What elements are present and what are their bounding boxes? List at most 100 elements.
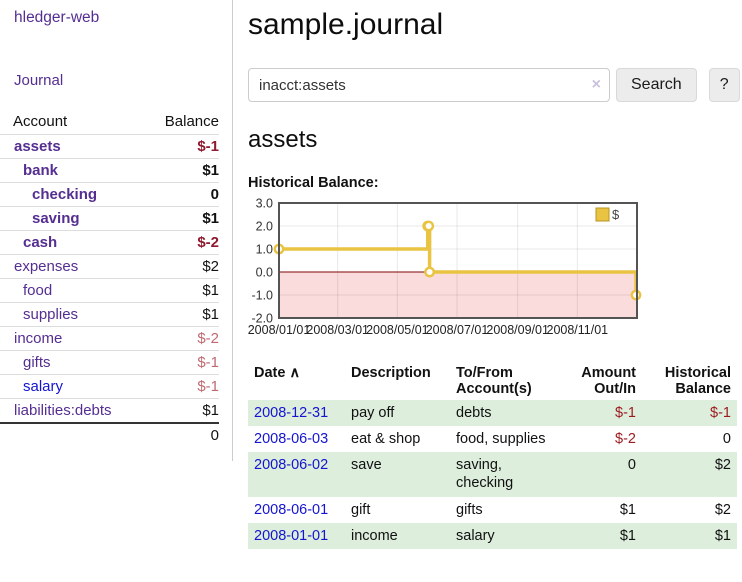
account-link[interactable]: bank: [23, 162, 59, 179]
main-panel: sample.journal × Search ? assets Histori…: [233, 0, 742, 549]
register-amount: $-1: [615, 405, 636, 421]
account-row: gifts $-1: [0, 350, 219, 375]
register-description: pay off: [351, 405, 395, 421]
account-link[interactable]: checking: [32, 186, 98, 203]
register-description: save: [351, 457, 382, 474]
account-balance: $1: [147, 302, 219, 327]
account-link[interactable]: income: [14, 330, 63, 347]
clear-search-icon[interactable]: ×: [591, 76, 601, 93]
register-balance: $1: [714, 527, 731, 544]
register-description: income: [351, 527, 398, 544]
account-balance: $1: [147, 158, 219, 183]
accounts-table: Account Balance assets $-1 bank $1 check…: [0, 110, 219, 447]
svg-text:2008/03/01: 2008/03/01: [306, 323, 369, 337]
svg-text:2008/11/01: 2008/11/01: [547, 323, 609, 337]
account-link[interactable]: food: [23, 282, 53, 299]
chart-svg: $3.0 2.0 1.0 0.0 -1.0 -2.02008/01/012008/03/0…: [248, 197, 642, 337]
sidebar: hledger-web Journal Account Balance asse…: [0, 0, 233, 461]
account-row: liabilities:debts $1: [0, 398, 219, 423]
register-accounts: saving, checking: [456, 457, 514, 492]
register-accounts: salary: [456, 527, 495, 544]
account-row: income $-2: [0, 326, 219, 351]
register-date-link[interactable]: 2008-06-03: [254, 431, 329, 448]
account-balance: $-1: [147, 350, 219, 375]
account-row: checking 0: [0, 182, 219, 207]
account-row: food $1: [0, 278, 219, 303]
app-layout: hledger-web Journal Account Balance asse…: [0, 0, 742, 549]
register-row: 2008-01-01 income salary $1 $1: [248, 522, 737, 549]
svg-text:3.0: 3.0: [256, 197, 273, 211]
register-row: 2008-06-03 eat & shop food, supplies $-2…: [248, 426, 737, 452]
svg-text:-2.0: -2.0: [251, 312, 273, 326]
accounts-header-account: Account: [13, 113, 68, 130]
register-balance: 0: [722, 431, 731, 448]
register-description: gift: [351, 501, 371, 518]
svg-text:2008/07/01: 2008/07/01: [426, 323, 489, 337]
register-balance: $2: [714, 457, 731, 474]
register-header-accounts: To/From Account(s): [456, 365, 532, 397]
account-link[interactable]: cash: [23, 234, 58, 251]
register-amount: $1: [619, 501, 636, 518]
svg-text:1.0: 1.0: [256, 243, 273, 257]
register-date-link[interactable]: 2008-01-01: [254, 527, 329, 544]
search-button[interactable]: Search: [616, 68, 697, 102]
account-balance: $-2: [147, 326, 219, 351]
register-accounts: food, supplies: [456, 431, 546, 448]
account-link[interactable]: liabilities:debts: [14, 402, 112, 419]
register-accounts: debts: [456, 405, 492, 421]
register-date-link[interactable]: 2008-12-31: [254, 405, 329, 421]
account-balance: $-1: [147, 374, 219, 399]
account-row: expenses $2: [0, 254, 219, 279]
svg-text:2008/05/01: 2008/05/01: [366, 323, 429, 337]
account-balance: 0: [147, 182, 219, 207]
account-balance: $1: [147, 398, 219, 423]
search-input[interactable]: [248, 68, 610, 102]
register-balance: $-1: [710, 405, 731, 421]
account-link[interactable]: saving: [32, 210, 80, 227]
register-header-amount: Amount Out/In: [581, 365, 636, 397]
register-row: 2008-06-01 gift gifts $1 $2: [248, 497, 737, 523]
app-title-link[interactable]: hledger-web: [14, 9, 100, 26]
svg-text:2008/01/01: 2008/01/01: [248, 323, 311, 337]
account-row: saving $1: [0, 206, 219, 231]
accounts-header-balance: Balance: [164, 113, 219, 130]
account-link[interactable]: expenses: [14, 258, 79, 275]
search-input-wrap: ×: [248, 68, 610, 102]
svg-text:0.0: 0.0: [256, 266, 273, 280]
account-balance: $2: [147, 254, 219, 279]
account-row: assets $-1: [0, 134, 219, 159]
register-header-description: Description: [351, 365, 431, 381]
register-row: 2008-12-31 pay off debts $-1 $-1: [248, 400, 737, 427]
account-row: supplies $1: [0, 302, 219, 327]
account-balance: $1: [147, 206, 219, 231]
sort-ascending-icon: ∧: [289, 365, 301, 381]
accounts-header-row: Account Balance: [0, 110, 219, 135]
accounts-total-row: 0: [0, 422, 219, 447]
account-link[interactable]: supplies: [23, 306, 79, 323]
svg-text:2.0: 2.0: [256, 220, 273, 234]
register-header-balance: Historical Balance: [664, 365, 731, 397]
register-accounts: gifts: [456, 501, 483, 518]
account-link[interactable]: salary: [23, 378, 64, 395]
account-row: cash $-2: [0, 230, 219, 255]
register-date-link[interactable]: 2008-06-01: [254, 501, 329, 518]
register-balance: $2: [714, 501, 731, 518]
account-link[interactable]: assets: [14, 138, 61, 155]
account-heading: assets: [248, 126, 318, 153]
register-amount: 0: [627, 457, 636, 474]
account-balance: $-1: [147, 134, 219, 159]
help-button[interactable]: ?: [708, 68, 740, 102]
chart-title: Historical Balance:: [248, 175, 379, 191]
register-table: Date ∧ Description To/From Account(s) Am…: [248, 362, 737, 549]
account-balance: $1: [147, 278, 219, 303]
account-link[interactable]: gifts: [23, 354, 51, 371]
sidebar-item-journal[interactable]: Journal: [14, 72, 64, 89]
account-row: bank $1: [0, 158, 219, 183]
register-row: 2008-06-02 save saving, checking 0 $2: [248, 452, 737, 497]
register-amount: $-2: [615, 431, 636, 448]
register-header-row: Date ∧ Description To/From Account(s) Am…: [248, 362, 737, 400]
register-date-link[interactable]: 2008-06-02: [254, 457, 329, 474]
page-title: sample.journal: [248, 8, 444, 41]
svg-text:$: $: [612, 207, 620, 222]
register-header-date[interactable]: Date ∧: [254, 365, 301, 381]
